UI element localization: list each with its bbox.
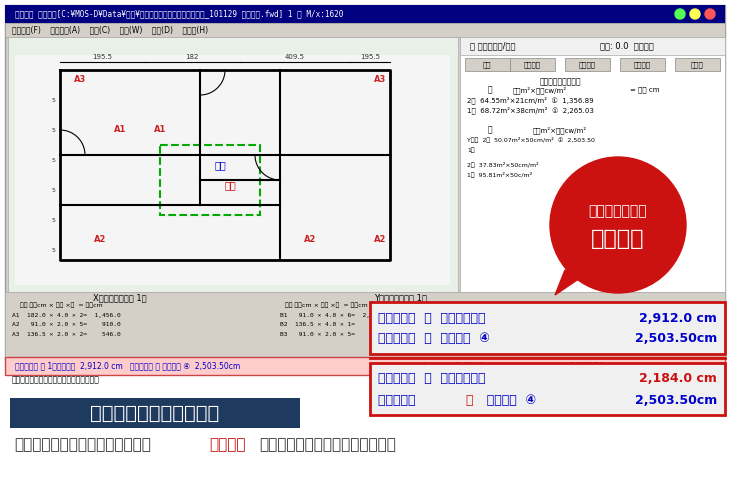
FancyBboxPatch shape bbox=[10, 398, 300, 428]
Text: 偏心無判定  適  必要壁量  ④: 偏心無判定 適 必要壁量 ④ bbox=[378, 332, 490, 345]
Polygon shape bbox=[555, 270, 580, 295]
Text: 壁量充足率 適 1階壁量合計  3,460.0 cm   偏心無判定 適 必要壁量 ④  3,226.50cm: 壁量充足率 適 1階壁量合計 3,460.0 cm 偏心無判定 適 必要壁量 ④… bbox=[390, 362, 615, 370]
Text: 必要壁量  ④: 必要壁量 ④ bbox=[478, 394, 536, 406]
FancyBboxPatch shape bbox=[370, 363, 725, 415]
FancyBboxPatch shape bbox=[5, 23, 725, 37]
Text: 合否判定もすぐに分かる: 合否判定もすぐに分かる bbox=[91, 404, 220, 422]
FancyBboxPatch shape bbox=[460, 37, 725, 292]
FancyBboxPatch shape bbox=[0, 390, 730, 500]
Text: 不適合の場合は、問題ある内容が: 不適合の場合は、問題ある内容が bbox=[14, 438, 151, 452]
Text: ひと目でわかる: ひと目でわかる bbox=[588, 204, 648, 218]
Text: 合計結果: 合計結果 bbox=[523, 61, 540, 68]
Text: 195.5: 195.5 bbox=[360, 54, 380, 60]
FancyBboxPatch shape bbox=[465, 58, 510, 71]
Text: 壁量計算 データ名[C:¥MOS-D¥Data¥共用¥事務所住宅合成サンプル平面図_101129 壁量計算.fwd] 1 階 M/x:1620: 壁量計算 データ名[C:¥MOS-D¥Data¥共用¥事務所住宅合成サンプル平面… bbox=[15, 10, 343, 18]
Text: 2階  64.55m²×21cm/m²  ①  1,356.89: 2階 64.55m²×21cm/m² ① 1,356.89 bbox=[467, 96, 593, 104]
Text: 筋達取内: 筋達取内 bbox=[578, 61, 596, 68]
Text: 409.5: 409.5 bbox=[285, 54, 305, 60]
Text: A2: A2 bbox=[374, 236, 386, 244]
Text: 2,184.0 cm: 2,184.0 cm bbox=[639, 372, 717, 386]
Text: 赤く表示: 赤く表示 bbox=[209, 438, 245, 452]
FancyBboxPatch shape bbox=[460, 37, 725, 55]
Text: A2: A2 bbox=[304, 236, 316, 244]
Text: 2,503.50cm: 2,503.50cm bbox=[635, 394, 717, 406]
Text: 195.5: 195.5 bbox=[92, 54, 112, 60]
Text: 筋違: 0.0  設定なし: 筋違: 0.0 設定なし bbox=[600, 42, 654, 50]
Text: 作業項目(F)    レイヤー(A)    計算(C)    画面(W)    電卓(D)    ヘルプ(H): 作業項目(F) レイヤー(A) 計算(C) 画面(W) 電卓(D) ヘルプ(H) bbox=[12, 26, 208, 35]
Text: 2,503.50cm: 2,503.50cm bbox=[635, 332, 717, 345]
Text: 筋達内容: 筋達内容 bbox=[634, 61, 650, 68]
Text: 壁設定: 壁設定 bbox=[691, 61, 704, 68]
Text: 基底: 基底 bbox=[483, 61, 491, 68]
Text: A3  136.5 × 2.0 × 2=    546.0: A3 136.5 × 2.0 × 2= 546.0 bbox=[12, 332, 120, 338]
Text: 5: 5 bbox=[51, 188, 55, 192]
FancyBboxPatch shape bbox=[370, 302, 725, 354]
Circle shape bbox=[705, 9, 715, 19]
Text: 2,184: 2,184 bbox=[530, 307, 550, 313]
Text: B3   91.0 × 2.0 × 5=    910.0: B3 91.0 × 2.0 × 5= 910.0 bbox=[280, 332, 389, 338]
Text: 1階  68.72m²×38cm/m²  ①  2,265.03: 1階 68.72m²×38cm/m² ① 2,265.03 bbox=[467, 106, 594, 114]
Text: B2  136.5 × 4.0 × 1=    546.0: B2 136.5 × 4.0 × 1= 546.0 bbox=[280, 322, 389, 328]
Text: 内部計算による判定: 内部計算による判定 bbox=[539, 78, 581, 86]
Circle shape bbox=[675, 9, 685, 19]
Text: されるので、すぐに分かります。: されるので、すぐに分かります。 bbox=[259, 438, 396, 452]
Text: 壁量充足率  適  １階壁量合計: 壁量充足率 適 １階壁量合計 bbox=[378, 312, 485, 324]
Text: 5: 5 bbox=[51, 158, 55, 162]
Text: B1   91.0 × 4.0 × 6=  2,184.0: B1 91.0 × 4.0 × 6= 2,184.0 bbox=[280, 312, 389, 318]
Text: 剛心: 剛心 bbox=[214, 160, 226, 170]
Text: A1: A1 bbox=[154, 126, 166, 134]
FancyBboxPatch shape bbox=[675, 58, 720, 71]
FancyBboxPatch shape bbox=[5, 357, 725, 375]
Text: 記号 壁長cm × 枚数 ×倍  = 壁量cm: 記号 壁長cm × 枚数 ×倍 = 壁量cm bbox=[20, 302, 103, 308]
Text: A2: A2 bbox=[94, 236, 106, 244]
Text: 判定結果: 判定結果 bbox=[591, 229, 645, 249]
Text: 182: 182 bbox=[185, 54, 199, 60]
Text: 否: 否 bbox=[465, 394, 472, 406]
Text: 記号 壁長cm × 枚数 ×倍  = 壁量cm: 記号 壁長cm × 枚数 ×倍 = 壁量cm bbox=[285, 302, 368, 308]
Text: Y方向  2階  50.07m²×50cm/m²  ①  2,503.50: Y方向 2階 50.07m²×50cm/m² ① 2,503.50 bbox=[467, 137, 595, 143]
Text: Y方向壁量計算表 1階: Y方向壁量計算表 1階 bbox=[374, 294, 426, 302]
Text: 5: 5 bbox=[51, 128, 55, 132]
FancyBboxPatch shape bbox=[510, 58, 555, 71]
FancyBboxPatch shape bbox=[5, 292, 725, 357]
Text: A1: A1 bbox=[114, 126, 126, 134]
Text: A1  182.0 × 4.0 × 2=  1,456.0: A1 182.0 × 4.0 × 2= 1,456.0 bbox=[12, 312, 120, 318]
Circle shape bbox=[690, 9, 700, 19]
Circle shape bbox=[550, 157, 686, 293]
Text: 1階: 1階 bbox=[467, 147, 474, 153]
FancyBboxPatch shape bbox=[8, 37, 458, 292]
Text: X方向壁量計算表 1階: X方向壁量計算表 1階 bbox=[93, 294, 147, 302]
Text: 2階  37.83m²×50cm/m²: 2階 37.83m²×50cm/m² bbox=[467, 162, 539, 168]
Text: 偏心無判定: 偏心無判定 bbox=[378, 394, 424, 406]
Text: 何かの作業のコマンドを選択して下さい。: 何かの作業のコマンドを選択して下さい。 bbox=[12, 376, 100, 384]
Text: 2,912.0 cm: 2,912.0 cm bbox=[639, 312, 717, 324]
Text: A3: A3 bbox=[74, 76, 86, 84]
FancyBboxPatch shape bbox=[5, 5, 725, 23]
Text: 5: 5 bbox=[51, 98, 55, 102]
Text: 面積m²×係数cw/m²: 面積m²×係数cw/m² bbox=[533, 126, 587, 134]
Text: 5: 5 bbox=[51, 218, 55, 222]
Text: A2   91.0 × 2.0 × 5=    910.0: A2 91.0 × 2.0 × 5= 910.0 bbox=[12, 322, 120, 328]
FancyBboxPatch shape bbox=[565, 58, 610, 71]
Text: 壁量充足率 適 1階壁量合計  2,912.0 cm   偏心無判定 適 必要壁量 ④  2,503.50cm: 壁量充足率 適 1階壁量合計 2,912.0 cm 偏心無判定 適 必要壁量 ④… bbox=[15, 362, 240, 370]
Text: 重心: 重心 bbox=[224, 180, 236, 190]
Text: 壁量充足率  適  １階壁量合計: 壁量充足率 適 １階壁量合計 bbox=[378, 372, 485, 386]
Text: 階: 階 bbox=[488, 86, 492, 94]
Text: 5: 5 bbox=[51, 248, 55, 252]
Text: 一 法外壁大壁/大壁: 一 法外壁大壁/大壁 bbox=[470, 42, 515, 50]
Text: 1階  95.81m²×50c/m²: 1階 95.81m²×50c/m² bbox=[467, 172, 532, 178]
Text: = 壁量 cm: = 壁量 cm bbox=[630, 86, 660, 94]
FancyBboxPatch shape bbox=[15, 55, 450, 285]
FancyBboxPatch shape bbox=[620, 58, 665, 71]
Text: A3: A3 bbox=[374, 76, 386, 84]
Text: 面積m²×係数cw/m²: 面積m²×係数cw/m² bbox=[513, 86, 567, 94]
FancyBboxPatch shape bbox=[5, 5, 725, 360]
Text: 階: 階 bbox=[488, 126, 492, 134]
